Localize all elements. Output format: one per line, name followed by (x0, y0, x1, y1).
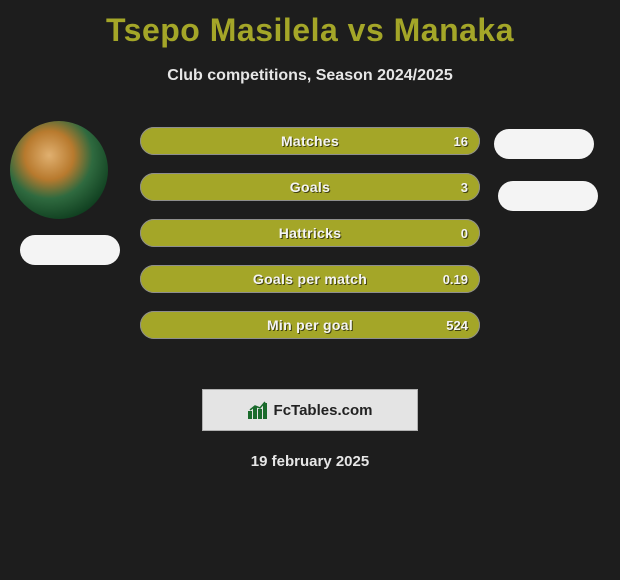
stat-row-matches: Matches 16 (140, 127, 480, 155)
player-name-badge-left (20, 235, 120, 265)
footer-date: 19 february 2025 (0, 453, 620, 470)
stat-label: Hattricks (140, 219, 480, 247)
stat-row-goals-per-match: Goals per match 0.19 (140, 265, 480, 293)
stat-label: Matches (140, 127, 480, 155)
brand-footer: FcTables.com (202, 389, 418, 431)
stat-row-min-per-goal: Min per goal 524 (140, 311, 480, 339)
stat-row-hattricks: Hattricks 0 (140, 219, 480, 247)
comparison-area: Matches 16 Goals 3 Hattricks 0 Goals per… (0, 121, 620, 361)
stat-row-goals: Goals 3 (140, 173, 480, 201)
brand-text: FcTables.com (274, 402, 373, 419)
player-name-badge-right-2 (498, 181, 598, 211)
page-title: Tsepo Masilela vs Manaka (0, 0, 620, 49)
stat-label: Goals (140, 173, 480, 201)
player-name-badge-right-1 (494, 129, 594, 159)
stat-value: 3 (461, 173, 468, 201)
stat-value: 16 (454, 127, 468, 155)
stat-value: 0.19 (443, 265, 468, 293)
subtitle: Club competitions, Season 2024/2025 (0, 67, 620, 85)
stat-value: 524 (446, 311, 468, 339)
stat-bars: Matches 16 Goals 3 Hattricks 0 Goals per… (140, 127, 480, 357)
player-avatar-left (10, 121, 108, 219)
stat-label: Goals per match (140, 265, 480, 293)
chart-icon (248, 401, 268, 419)
stat-label: Min per goal (140, 311, 480, 339)
stat-value: 0 (461, 219, 468, 247)
